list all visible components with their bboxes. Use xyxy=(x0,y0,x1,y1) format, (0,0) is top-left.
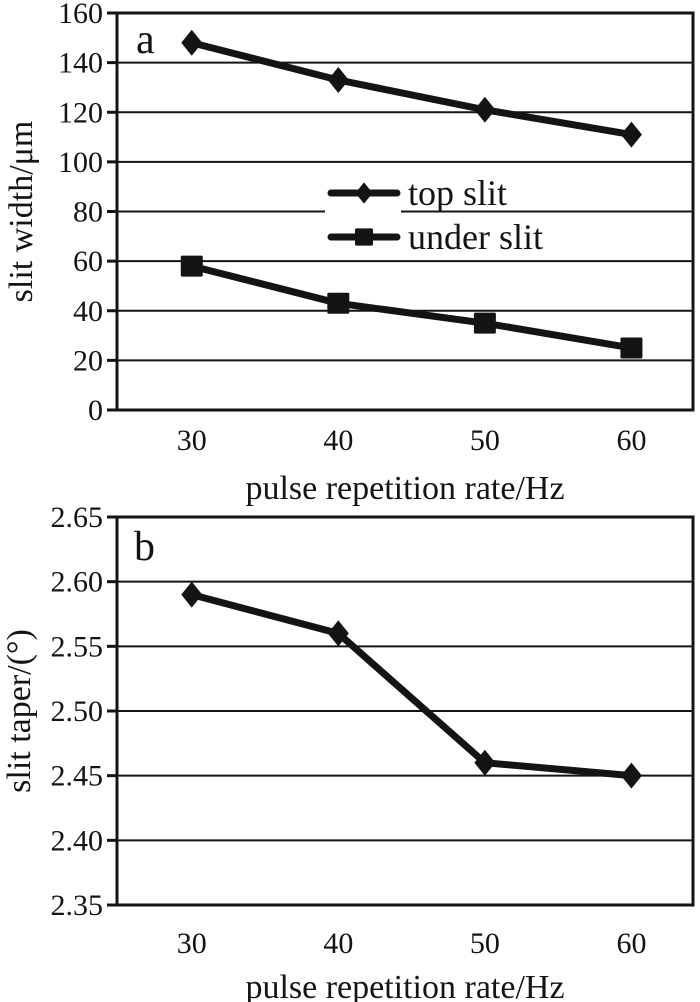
y-tick-label: 2.35 xyxy=(51,889,104,922)
series-line-under-slit xyxy=(188,262,635,352)
x-axis: 30 40 50 60 xyxy=(177,927,647,960)
series-slit-taper xyxy=(181,581,642,789)
data-point-under-slit xyxy=(327,292,350,314)
data-point-slit-taper xyxy=(620,762,642,789)
y-tick-label: 0 xyxy=(88,394,103,427)
data-point-under-slit xyxy=(180,255,203,277)
y-tick-label: 40 xyxy=(73,295,103,328)
y-tick-label: 2.50 xyxy=(51,695,104,728)
y-tick-label: 2.60 xyxy=(51,566,104,599)
panel-label: b xyxy=(134,524,155,570)
data-point-slit-taper xyxy=(474,749,496,776)
gridlines xyxy=(117,580,693,842)
data-point-top-slit xyxy=(327,66,349,93)
series-line-top-slit xyxy=(188,39,635,139)
y-axis-title: slit taper/(°) xyxy=(1,629,38,793)
data-point-top-slit xyxy=(181,29,203,56)
y-tick-label: 120 xyxy=(58,96,103,129)
y-tick-label: 20 xyxy=(73,344,103,377)
x-axis: 30 40 50 60 xyxy=(177,424,647,457)
chart-a: 0 20 40 60 80 100 120 140 160 30 40 50 60 pulse repet… xyxy=(3,0,695,507)
data-point-under-slit xyxy=(620,337,643,359)
legend-item: under slit xyxy=(327,217,543,257)
x-tick-label: 60 xyxy=(616,424,646,457)
legend-label: under slit xyxy=(408,217,543,257)
x-axis-title: pulse repetition rate/Hz xyxy=(245,969,564,1002)
y-axis: 0 20 40 60 80 100 120 140 160 xyxy=(58,0,117,427)
data-point-top-slit xyxy=(474,96,496,123)
series-under-slit xyxy=(180,255,643,359)
x-tick-label: 30 xyxy=(177,927,207,960)
x-tick-label: 50 xyxy=(470,424,500,457)
legend-item: top slit xyxy=(327,173,507,213)
y-tick-label: 2.40 xyxy=(51,824,104,857)
y-tick-label: 2.65 xyxy=(51,501,104,534)
y-axis-title: slit width/μm xyxy=(3,121,40,303)
legend-diamond-icon xyxy=(355,182,373,204)
data-point-slit-taper xyxy=(181,581,203,608)
panel-label: a xyxy=(136,17,155,63)
x-tick-label: 40 xyxy=(323,927,353,960)
y-tick-label: 100 xyxy=(58,146,103,179)
y-tick-label: 60 xyxy=(73,245,103,278)
series-top-slit xyxy=(181,29,642,148)
legend-label: top slit xyxy=(408,173,507,213)
y-tick-label: 80 xyxy=(73,196,103,229)
x-axis-title: pulse repetition rate/Hz xyxy=(245,470,564,507)
data-point-under-slit xyxy=(473,312,496,334)
x-tick-label: 50 xyxy=(470,927,500,960)
data-point-top-slit xyxy=(620,121,642,148)
y-tick-label: 2.45 xyxy=(51,760,104,793)
data-point-slit-taper xyxy=(327,620,349,647)
chart-b: 2.35 2.40 2.45 2.50 2.55 2.60 2.65 30 40 50 60 puls… xyxy=(1,501,695,1002)
y-axis: 2.35 2.40 2.45 2.50 2.55 2.60 2.65 xyxy=(51,501,117,922)
x-tick-label: 60 xyxy=(616,927,646,960)
x-tick-label: 40 xyxy=(323,424,353,457)
x-tick-label: 30 xyxy=(177,424,207,457)
y-tick-label: 2.55 xyxy=(51,630,104,663)
legend-square-icon xyxy=(354,228,374,246)
y-tick-label: 160 xyxy=(58,0,103,30)
y-tick-label: 140 xyxy=(58,47,103,80)
series-line-slit-taper xyxy=(188,591,635,780)
